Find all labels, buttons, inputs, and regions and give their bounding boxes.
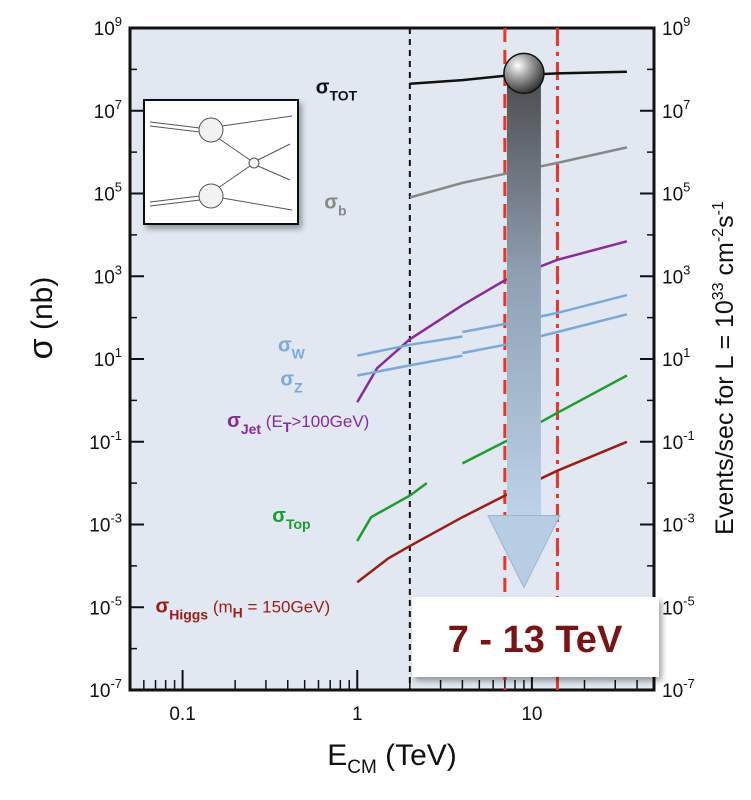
- y-tick-label-left: 105: [94, 180, 122, 206]
- arrow-origin-marker: [503, 52, 545, 95]
- y-tick-label-left: 101: [94, 345, 122, 371]
- series-line-top: [356, 482, 428, 542]
- y-tick-label-right: 10-7: [662, 676, 695, 702]
- y-tick-label-left: 10-7: [89, 676, 122, 702]
- y-tick-label-left: 103: [94, 262, 122, 288]
- x-tick-label: 1: [352, 704, 363, 725]
- y-tick-label-right: 103: [662, 262, 690, 288]
- y-tick-label-right: 10-1: [662, 428, 695, 454]
- series-line-z: [356, 354, 463, 377]
- y-tick-label-right: 109: [662, 14, 690, 40]
- x-tick-label: 10: [521, 704, 542, 725]
- series-label-z: σZ: [280, 369, 303, 396]
- y-tick-label-right: 10-5: [662, 593, 695, 619]
- series-label-top: σTop: [272, 505, 310, 532]
- y-tick-label-left: 10-5: [89, 593, 122, 619]
- y-tick-label-left: 107: [94, 97, 122, 123]
- y-tick-label-right: 10-3: [662, 511, 695, 537]
- feynman-diagram-inset: [143, 99, 299, 225]
- y-tick-label-right: 105: [662, 180, 690, 206]
- series-line-b: [409, 146, 628, 199]
- series-label-jet: σJet (ET>100GeV): [227, 410, 369, 437]
- y-tick-label-left: 109: [94, 14, 122, 40]
- series-label-b: σb: [324, 192, 346, 219]
- x-tick-label: 0.1: [169, 704, 195, 725]
- y-tick-label-left: 10-3: [89, 511, 122, 537]
- y-axis-title-left: σ (nb): [22, 277, 60, 360]
- series-line-jet: [356, 240, 628, 403]
- energy-range-box: 7 - 13 TeV: [412, 597, 659, 677]
- x-axis-title: ECM (TeV): [327, 739, 457, 778]
- series-line-w: [356, 335, 463, 357]
- series-line-higgs: [356, 440, 628, 584]
- arrow-shaft: [506, 77, 541, 518]
- y-axis-title-right: Events/sec for L = 1033 cm-2s-1: [710, 201, 739, 535]
- arrow-head: [487, 515, 561, 589]
- y-tick-label-right: 101: [662, 345, 690, 371]
- series-label-higgs: σHiggs (mH = 150GeV): [156, 595, 331, 622]
- series-label-w: σW: [278, 335, 306, 362]
- y-tick-label-left: 10-1: [89, 428, 122, 454]
- y-tick-label-right: 107: [662, 97, 690, 123]
- series-label-tot: σTOT: [316, 77, 358, 104]
- energy-range-label: 7 - 13 TeV: [448, 619, 623, 661]
